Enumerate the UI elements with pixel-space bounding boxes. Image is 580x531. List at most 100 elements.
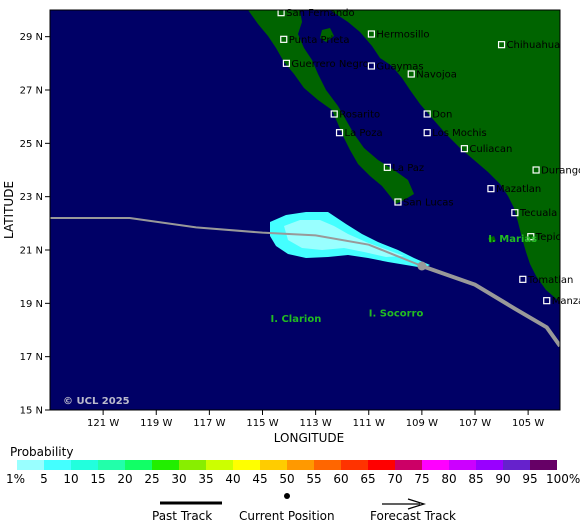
city-square-icon (497, 41, 506, 49)
city-marker: Tepic (527, 232, 561, 243)
baja-peninsula (248, 10, 414, 204)
city-label: Chihuahua (507, 40, 561, 51)
probability-swatch (152, 460, 179, 470)
current-position-marker (417, 261, 427, 271)
city-marker: Los Mochis (423, 128, 487, 139)
probability-swatch (287, 460, 314, 470)
probability-swatch (17, 460, 44, 470)
probability-color-bar (17, 460, 557, 470)
city-label: Manzanillo (552, 296, 580, 307)
probability-swatch (179, 460, 206, 470)
probability-label: 65 (360, 472, 376, 486)
probability-label: 45 (252, 472, 268, 486)
y-tick-label: 21 N (20, 246, 43, 257)
forecast-track-line (421, 264, 560, 348)
probability-label: 100% (546, 472, 580, 486)
island-label: I. Socorro (369, 309, 424, 320)
probability-label: 50 (279, 472, 295, 486)
city-label: Guerrero Negro (291, 59, 368, 70)
city-marker: San Lucas (394, 198, 454, 209)
x-tick-label: 119 W (140, 418, 172, 429)
probability-label: 80 (441, 472, 457, 486)
probability-swatch (476, 460, 503, 470)
city-marker: Rosarito (330, 110, 380, 121)
probability-label: 15 (90, 472, 106, 486)
copyright-label: © UCL 2025 (63, 396, 130, 407)
probability-label: 25 (144, 472, 160, 486)
city-marker: Navojoa (407, 70, 457, 81)
city-square-icon (407, 70, 415, 78)
city-label: Los Mochis (432, 128, 486, 139)
x-tick-label: 121 W (87, 418, 119, 429)
current-position-key-dot (284, 493, 290, 499)
y-tick-label: 23 N (20, 192, 43, 203)
past-track-line (50, 217, 423, 267)
city-square-icon (460, 145, 468, 153)
city-square-icon (330, 110, 338, 118)
y-tick-label: 17 N (20, 352, 43, 363)
city-label: La Paz (392, 163, 424, 174)
probability-swatch (422, 460, 449, 470)
probability-swatch (341, 460, 368, 470)
probability-label: 40 (225, 472, 241, 486)
y-tick-label: 19 N (20, 299, 43, 310)
probability-swatch (260, 460, 287, 470)
x-tick-label: 105 W (512, 418, 544, 429)
city-marker: La Poza (335, 128, 383, 139)
island-layer: I. Clarion I. Socorro I. Marias (270, 234, 537, 325)
city-marker: Guerrero Negro (282, 59, 369, 70)
city-marker: Durango (532, 166, 580, 177)
city-marker: Hermosillo (367, 30, 430, 41)
mainland (330, 10, 560, 302)
x-axis-title: LONGITUDE (274, 431, 344, 445)
city-square-icon (527, 233, 535, 241)
city-marker: Tomatlan (519, 275, 573, 286)
city-marker: Guaymas (367, 62, 424, 73)
probability-label: 70 (387, 472, 403, 486)
forecast-track-label: Forecast Track (370, 509, 456, 523)
track-layer (50, 217, 560, 348)
islas-marias (488, 236, 496, 243)
city-square-icon (519, 275, 527, 283)
city-layer: San Fernando Punta Prieta Hermosillo Chihua… (277, 8, 580, 307)
city-marker: Manzanillo (543, 296, 580, 307)
probability-label: 90 (495, 472, 511, 486)
probability-swatch (98, 460, 125, 470)
x-tick-label: 117 W (193, 418, 225, 429)
city-label: Mazatlan (496, 184, 541, 195)
city-square-icon (282, 59, 291, 67)
city-label: Hermosillo (376, 30, 429, 41)
probability-swatch (233, 460, 260, 470)
y-tick-label: 29 N (20, 32, 43, 43)
legend-title: Probability (10, 445, 74, 459)
x-tick-label: 113 W (300, 418, 332, 429)
probability-label: 20 (117, 472, 133, 486)
probability-swatch (503, 460, 530, 470)
city-label: Tecuala (519, 208, 557, 219)
probability-label: 35 (198, 472, 214, 486)
city-marker: Punta Prieta (280, 35, 349, 46)
city-marker: Tecuala (511, 208, 557, 219)
probability-swatch (125, 460, 152, 470)
y-tick-label: 15 N (20, 406, 43, 417)
city-square-icon (543, 297, 551, 305)
y-tick-label: 25 N (20, 139, 43, 150)
city-label: San Fernando (286, 8, 355, 19)
probability-swatch (206, 460, 233, 470)
city-label: Tepic (535, 232, 561, 243)
city-label: San Lucas (403, 198, 454, 209)
probability-label: 1% (6, 472, 26, 486)
probability-swatch (449, 460, 476, 470)
x-tick-label: 111 W (353, 418, 385, 429)
city-square-icon (511, 209, 519, 217)
probability-swatch (395, 460, 422, 470)
probability-label: 95 (522, 472, 538, 486)
probability-label: 75 (414, 472, 430, 486)
probability-label: 5 (40, 472, 48, 486)
probability-swatch (314, 460, 341, 470)
tiburon-island (320, 28, 334, 42)
city-square-icon (335, 129, 344, 137)
city-square-icon (394, 198, 402, 206)
city-square-icon (532, 166, 540, 174)
probability-swatch (368, 460, 395, 470)
